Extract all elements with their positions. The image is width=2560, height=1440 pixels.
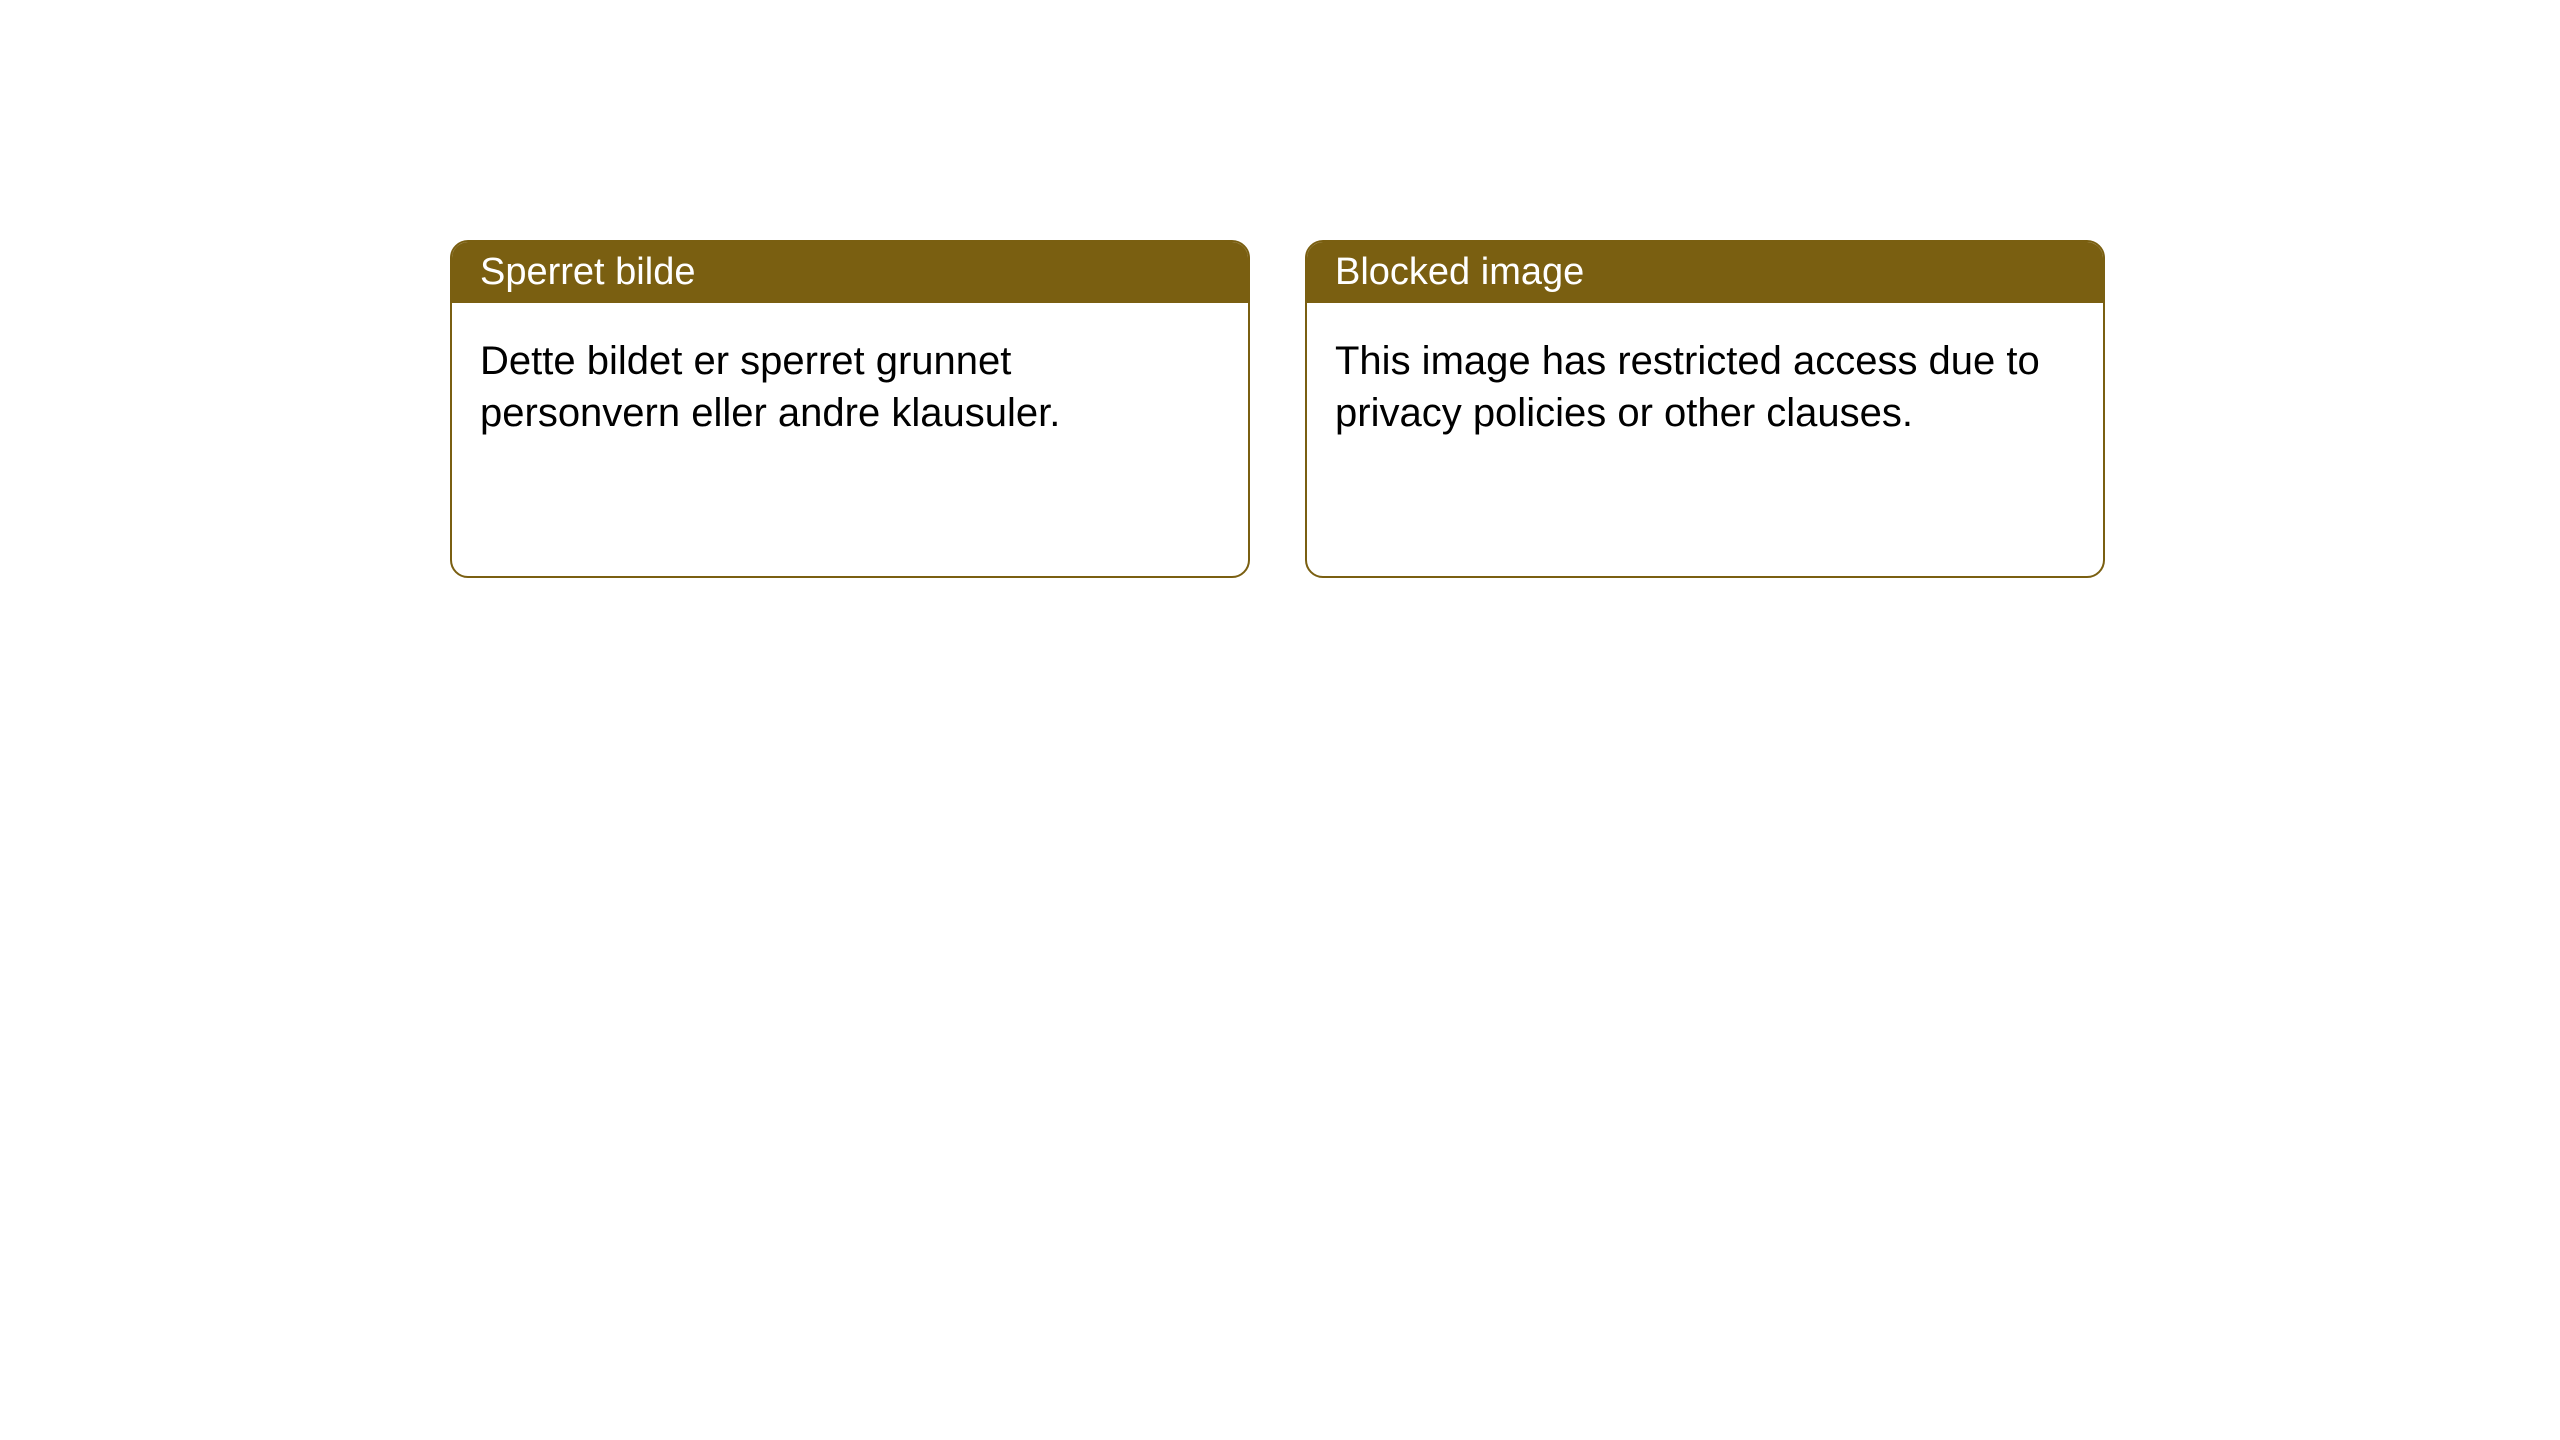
- notice-body: Dette bildet er sperret grunnet personve…: [452, 303, 1248, 471]
- notice-header: Sperret bilde: [452, 242, 1248, 303]
- notice-card-norwegian: Sperret bilde Dette bildet er sperret gr…: [450, 240, 1250, 578]
- notice-body: This image has restricted access due to …: [1307, 303, 2103, 471]
- notice-container: Sperret bilde Dette bildet er sperret gr…: [450, 240, 2105, 578]
- notice-card-english: Blocked image This image has restricted …: [1305, 240, 2105, 578]
- notice-header: Blocked image: [1307, 242, 2103, 303]
